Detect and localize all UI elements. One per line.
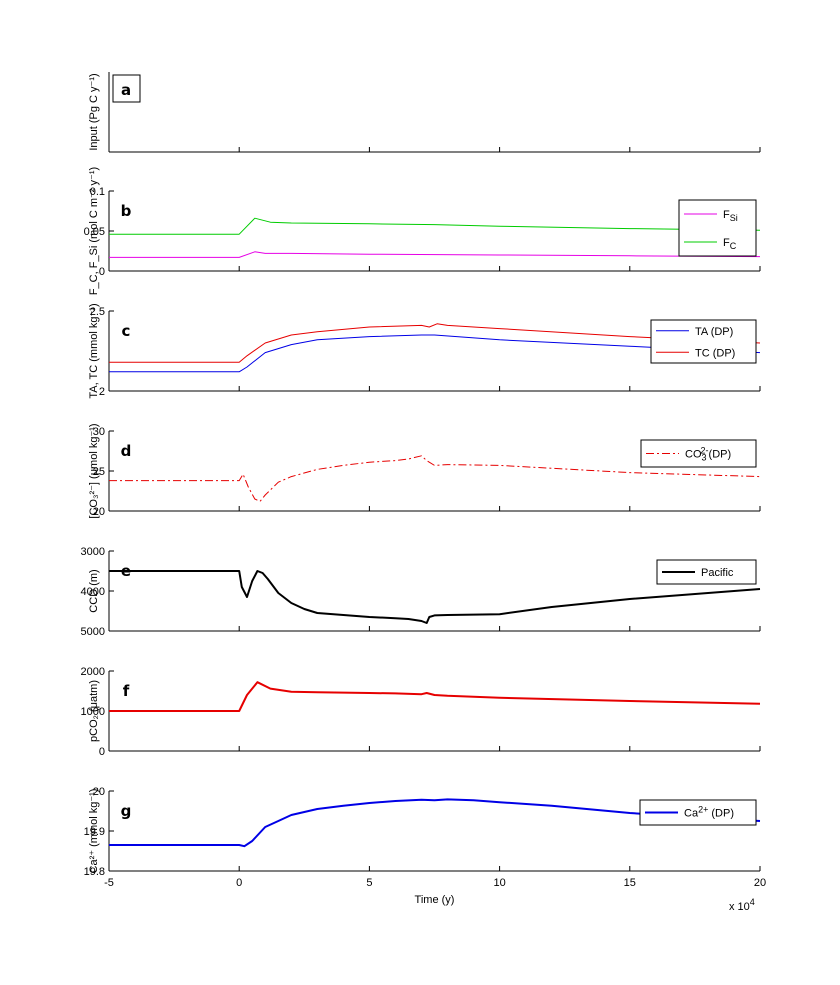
- y-tick-label: 2.5: [90, 306, 105, 318]
- x-tick-label: 15: [624, 877, 636, 889]
- series-line: [109, 570, 761, 624]
- svg-text:b: b: [121, 202, 132, 220]
- svg-text:f: f: [123, 682, 130, 700]
- series-line: [109, 681, 761, 712]
- y-tick-label: 0: [99, 266, 105, 278]
- legend: FSi FC: [678, 199, 757, 257]
- panel-letter: a: [112, 74, 141, 103]
- y-tick-label: 3000: [81, 546, 105, 558]
- y-tick-label: 19.9: [84, 826, 105, 838]
- series-line: [109, 251, 761, 258]
- series-line: [109, 455, 761, 502]
- x-axis-label: Time (y): [415, 894, 455, 906]
- svg-text:c: c: [122, 322, 131, 340]
- series-line: [109, 217, 761, 235]
- legend-label: CO32-(DP): [685, 446, 731, 463]
- x-tick-label: 20: [754, 877, 766, 889]
- x-axis: -5 0 5 10 15 20 Time (y) x 104: [104, 877, 766, 913]
- svg-text:d: d: [121, 442, 132, 460]
- legend-label: FSi: [723, 209, 738, 223]
- y-tick-label: 19.8: [84, 866, 105, 878]
- legend-label: TC (DP): [695, 347, 735, 359]
- panel-letter: g: [121, 802, 132, 820]
- x-tick-label: 5: [366, 877, 372, 889]
- y-axis-label: pCO₂ (μatm): [88, 680, 100, 742]
- panel-a: Input (Pg C y⁻¹) a: [88, 72, 761, 153]
- y-tick-label: 2000: [81, 666, 105, 678]
- legend: Pacific: [656, 559, 757, 585]
- panel-letter: c: [122, 322, 131, 340]
- x-tick-label: 10: [493, 877, 505, 889]
- y-tick-label: 1000: [81, 706, 105, 718]
- y-axis-label: CCD (m): [88, 569, 100, 612]
- svg-text:g: g: [121, 802, 132, 820]
- y-axis-label: Ca²⁺ (mmol kg⁻¹): [88, 789, 100, 874]
- series-line: [109, 334, 761, 373]
- legend: TA (DP) TC (DP): [650, 319, 757, 364]
- x-multiplier: x 104: [729, 897, 755, 913]
- legend-label: FC: [723, 237, 737, 251]
- y-tick-label: 0: [99, 746, 105, 758]
- legend-label: Ca2+ (DP): [684, 805, 734, 820]
- panel-letter: f: [123, 682, 130, 700]
- panel-letter: b: [121, 202, 132, 220]
- y-axis-label: [CO₃²⁻] (μmol kg⁻¹): [88, 423, 100, 518]
- y-axis-label: Input (Pg C y⁻¹): [88, 73, 100, 150]
- y-axis-label: TA, TC (mmol kg⁻¹): [88, 303, 100, 398]
- panel-letter: d: [121, 442, 132, 460]
- x-tick-label: 0: [236, 877, 242, 889]
- panel-c: 2 2.5TA, TC (mmol kg⁻¹) c TA (DP) TC (DP): [88, 303, 761, 399]
- panel-b: 0 0.05 0.1F_C, F_Si (mol C m⁻² y⁻¹) b FSi FC: [84, 167, 761, 295]
- legend: Ca2+ (DP): [639, 799, 757, 826]
- legend-label: Pacific: [701, 567, 734, 579]
- series-line: [109, 798, 761, 848]
- y-tick-label: 30: [93, 426, 105, 438]
- x-tick-label: -5: [104, 877, 114, 889]
- y-tick-label: 5000: [81, 626, 105, 638]
- y-tick-label: 25: [93, 466, 105, 478]
- y-tick-label: 20: [93, 506, 105, 518]
- legend-label: TA (DP): [695, 326, 733, 338]
- y-tick-label: 4000: [81, 586, 105, 598]
- panel-d: 20 25 30[CO₃²⁻] (μmol kg⁻¹) d CO32-(DP): [88, 423, 761, 519]
- panel-f: 0 1000 2000 pCO₂ (μatm) f: [81, 666, 761, 758]
- svg-text:a: a: [121, 81, 131, 99]
- series-line: [109, 323, 761, 363]
- y-tick-label: 0.05: [84, 226, 105, 238]
- legend: CO32-(DP): [640, 439, 757, 468]
- y-tick-label: 0.1: [90, 186, 105, 198]
- y-tick-label: 20: [93, 786, 105, 798]
- y-axis-label: F_C, F_Si (mol C m⁻² y⁻¹): [88, 167, 100, 295]
- y-tick-label: 2: [99, 386, 105, 398]
